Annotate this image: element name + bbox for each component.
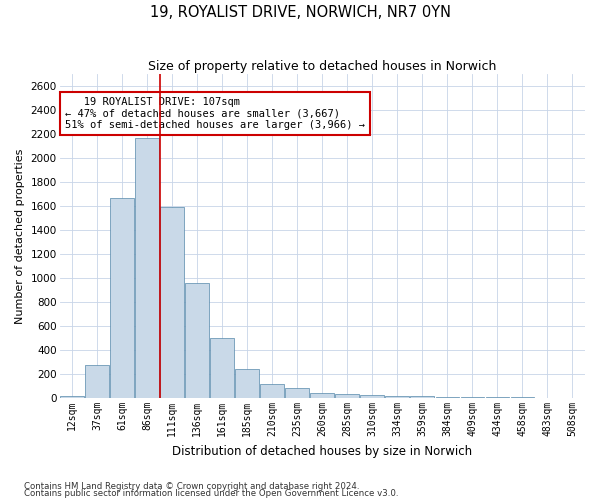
Bar [410,396,434,398]
Bar [85,365,109,398]
Bar [511,397,535,398]
Text: Contains public sector information licensed under the Open Government Licence v3: Contains public sector information licen… [24,489,398,498]
Y-axis label: Number of detached properties: Number of detached properties [15,148,25,324]
Bar [135,138,159,398]
Bar [160,208,184,398]
Bar [361,396,384,398]
Text: 19 ROYALIST DRIVE: 107sqm
← 47% of detached houses are smaller (3,667)
51% of se: 19 ROYALIST DRIVE: 107sqm ← 47% of detac… [65,97,365,130]
Bar [235,368,259,398]
Bar [286,388,309,398]
Bar [185,283,209,398]
Bar [310,394,334,398]
Bar [385,396,409,398]
Bar [260,384,284,398]
X-axis label: Distribution of detached houses by size in Norwich: Distribution of detached houses by size … [172,444,472,458]
Text: Contains HM Land Registry data © Crown copyright and database right 2024.: Contains HM Land Registry data © Crown c… [24,482,359,491]
Bar [335,394,359,398]
Title: Size of property relative to detached houses in Norwich: Size of property relative to detached ho… [148,60,496,73]
Bar [436,396,459,398]
Bar [110,198,134,398]
Bar [461,397,484,398]
Text: 19, ROYALIST DRIVE, NORWICH, NR7 0YN: 19, ROYALIST DRIVE, NORWICH, NR7 0YN [149,5,451,20]
Bar [60,396,84,398]
Bar [211,338,234,398]
Bar [485,397,509,398]
